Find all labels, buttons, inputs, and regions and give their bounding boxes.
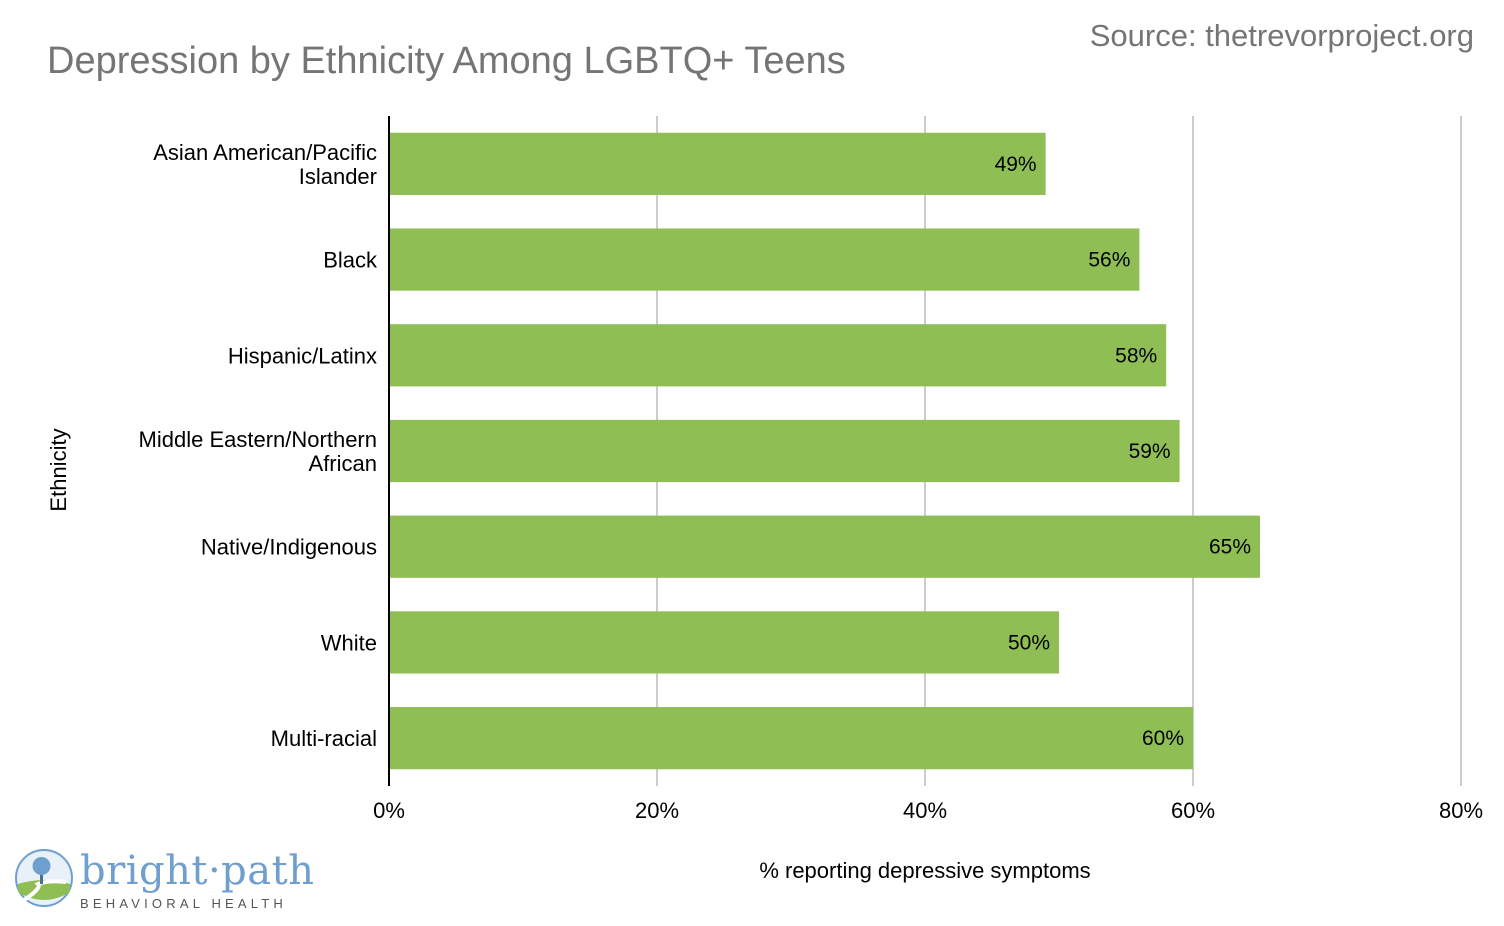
bars: 49% 56% 58% 59% 65% 50% 60% [389,132,1260,770]
x-axis-title: % reporting depressive symptoms [759,858,1090,883]
bar-data-label: 60% [1142,727,1184,750]
x-tick-label: 40% [903,798,947,823]
bar-data-label: 56% [1088,249,1130,272]
bar-data-label: 49% [995,153,1037,176]
category-label: Multi-racial [271,726,377,751]
logo-name: bright·path [80,848,315,894]
bar [389,611,1059,674]
category-label: Middle Eastern/Northern [139,427,377,452]
source-label: Source: thetrevorproject.org [1089,18,1474,53]
bar-data-label: 65% [1209,536,1251,559]
bar [389,132,1046,195]
bar [389,515,1260,578]
category-label: Hispanic/Latinx [228,343,377,368]
x-tick-label: 20% [635,798,679,823]
logo-subtitle: BEHAVIORAL HEALTH [80,896,287,911]
category-label: Asian American/Pacific [153,140,377,165]
bar [389,707,1193,770]
category-label: White [321,630,377,655]
x-tick-label: 80% [1439,798,1483,823]
category-label: Native/Indigenous [201,535,377,560]
brightpath-logo-icon [15,849,73,907]
category-label: Black [323,248,378,273]
x-tick-label: 60% [1171,798,1215,823]
bar-data-label: 58% [1115,344,1157,367]
bar-data-label: 59% [1129,440,1171,463]
x-tick-label: 0% [373,798,405,823]
bar [389,324,1167,387]
category-label: African [309,451,377,476]
bar [389,419,1180,483]
bar [389,228,1140,291]
chart-title: Depression by Ethnicity Among LGBTQ+ Tee… [47,40,846,82]
category-label: Islander [299,164,377,189]
y-axis-title: Ethnicity [46,428,71,511]
bar-data-label: 50% [1008,631,1050,654]
x-tick-labels: 0% 20% 40% 60% 80% [373,798,1483,823]
